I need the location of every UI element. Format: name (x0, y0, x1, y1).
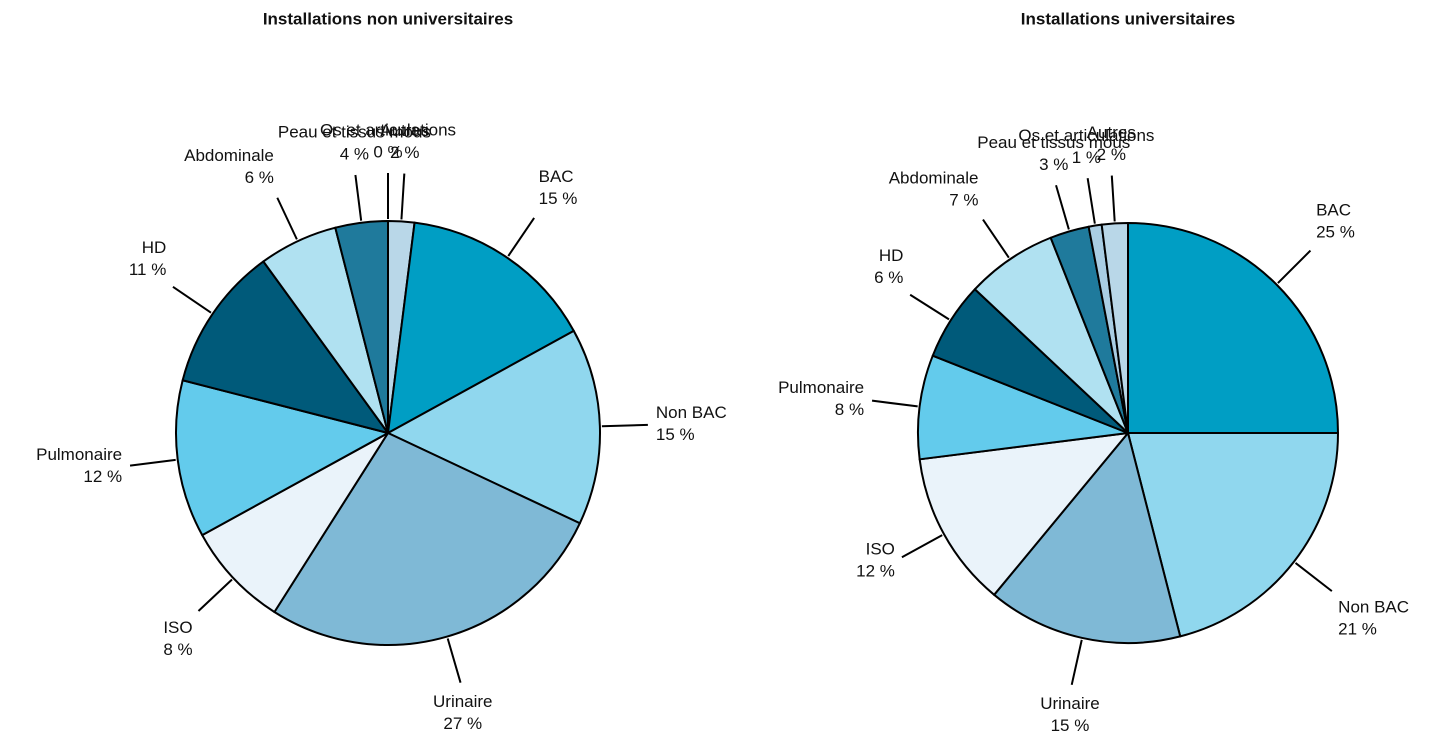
slice-label: HD (142, 238, 167, 257)
slice-value-label: 15 % (1051, 716, 1090, 735)
leader-line (276, 197, 298, 240)
slice-value-label: 12 % (83, 467, 122, 486)
pie-slice (273, 432, 581, 646)
slice-value-label: 4 % (340, 145, 369, 164)
leader-line (446, 638, 462, 683)
slice-label: Abdominale (184, 146, 274, 165)
leader-line (1110, 175, 1116, 222)
slice-label: HD (879, 246, 904, 265)
leader-line (901, 534, 943, 559)
leader-line (982, 219, 1010, 259)
slice-label: Non BAC (656, 403, 727, 422)
slice-value-label: 7 % (949, 190, 978, 209)
slice-label: Os et articulations (1018, 126, 1154, 145)
slice-value-label: 0 % (373, 142, 402, 161)
leader-line (172, 286, 212, 314)
leader-line (400, 173, 406, 220)
slice-label: Peau et tissus mous (278, 123, 431, 142)
pie-slice (918, 432, 1129, 596)
leader-line (507, 217, 535, 257)
slice-label: Pulmonaire (36, 445, 122, 464)
slice-value-label: 15 % (539, 189, 578, 208)
slice-label: BAC (539, 167, 574, 186)
leader-line (871, 399, 918, 408)
leader-line (1277, 249, 1312, 284)
slice-label: Autres (380, 121, 429, 140)
leader-line (1294, 562, 1333, 592)
pie-slice (387, 329, 601, 525)
slice-label: Urinaire (1040, 694, 1100, 713)
leader-line (197, 578, 233, 612)
pie-slice (993, 432, 1182, 644)
slice-value-label: 1 % (1072, 148, 1101, 167)
slice-label: Peau et tissus mous (977, 133, 1130, 152)
pie-slice (1127, 432, 1339, 638)
pie-slice (181, 260, 389, 434)
slice-label: ISO (163, 618, 192, 637)
pie-slice (175, 379, 389, 537)
chart-title: Installations non universitaires (263, 9, 513, 28)
slice-label: Autres (1087, 123, 1136, 142)
leader-line (1086, 178, 1096, 224)
slice-label: Pulmonaire (778, 378, 864, 397)
slice-value-label: 11 % (129, 260, 167, 279)
slice-value-label: 2 % (1097, 145, 1126, 164)
pie-slice (917, 354, 1129, 461)
slice-value-label: 25 % (1316, 222, 1355, 241)
leader-line (129, 458, 176, 467)
slice-label: ISO (866, 540, 895, 559)
pie-slice (201, 432, 389, 613)
pie-slice (1100, 222, 1129, 434)
leader-line (909, 293, 950, 321)
pie-slice (387, 221, 575, 434)
slice-value-label: 15 % (656, 425, 695, 444)
slice-label: BAC (1316, 200, 1351, 219)
slice-value-label: 12 % (856, 562, 895, 581)
slice-label: Urinaire (433, 692, 493, 711)
leader-line (1055, 184, 1070, 230)
slice-value-label: 6 % (245, 168, 274, 187)
slice-value-label: 21 % (1338, 620, 1377, 639)
slice-value-label: 3 % (1039, 155, 1068, 174)
pie-slice (1127, 222, 1339, 434)
slice-value-label: 27 % (443, 714, 482, 733)
slice-value-label: 6 % (874, 268, 903, 287)
slice-label: Abdominale (889, 168, 979, 187)
slice-value-label: 2 % (390, 143, 419, 162)
slice-value-label: 8 % (163, 640, 192, 659)
leader-line (354, 174, 363, 221)
slice-label: Os et articulations (320, 120, 456, 139)
slice-value-label: 8 % (835, 400, 864, 419)
leader-line (601, 423, 648, 428)
chart-title: Installations universitaires (1021, 9, 1235, 28)
leader-line (1070, 639, 1083, 686)
slice-label: Non BAC (1338, 598, 1409, 617)
